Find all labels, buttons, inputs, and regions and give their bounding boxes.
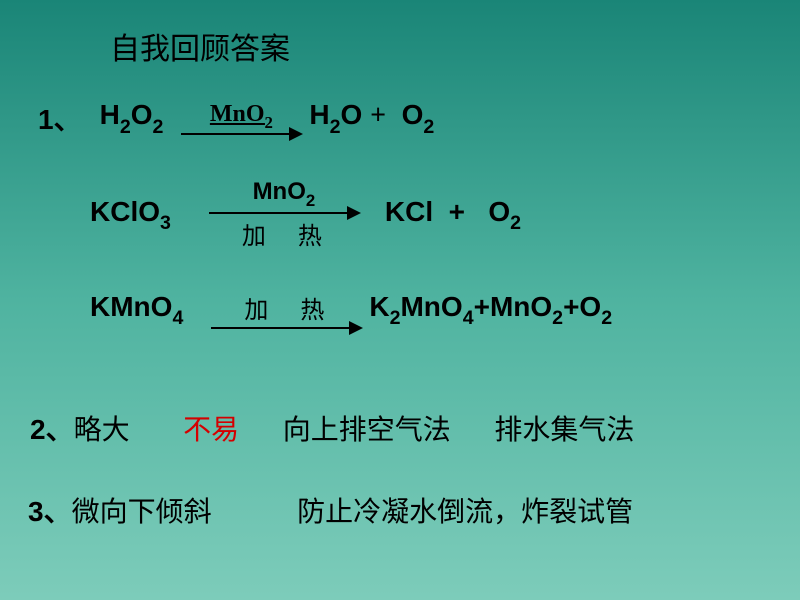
q1-eq3-right: K2MnO4+MnO2+O2 <box>369 291 612 329</box>
q1-eq2-condition: 加 热 <box>242 216 326 251</box>
q1-eq1-right: H2O + O2 <box>309 99 434 137</box>
q2-line: 2、略大 不易 向上排空气法 排水集气法 <box>30 408 634 448</box>
page-title: 自我回顾答案 <box>110 24 290 68</box>
q2-part2: 不易 <box>183 414 239 445</box>
q1-eq2-right: KCl + O2 <box>385 196 521 234</box>
q1-eq3-arrow: 加 热 <box>211 290 361 329</box>
q1-eq2-arrow: MnO2 加 热 <box>209 178 359 251</box>
q2-num: 2、 <box>30 414 74 445</box>
q1-eq1-catalyst: MnO2 <box>210 101 273 132</box>
q1-num: 1、 <box>38 98 82 138</box>
q1-eq2-catalyst: MnO2 <box>253 178 316 210</box>
q1-eq1: 1、 H2O2 MnO2 H2O + O2 <box>38 98 434 138</box>
q1-eq2: KClO3 MnO2 加 热 KCl + O2 <box>90 178 521 251</box>
q2-part1: 略大 <box>74 414 130 445</box>
q1-eq3: KMnO4 加 热 K2MnO4+MnO2+O2 <box>90 290 612 329</box>
q1-eq1-left: H2O2 <box>100 99 164 137</box>
q1-eq3-condition: 加 热 <box>244 290 328 325</box>
q2-part4: 排水集气法 <box>494 414 634 445</box>
q2-part3: 向上排空气法 <box>283 414 451 445</box>
q3-line: 3、微向下倾斜 防止冷凝水倒流，炸裂试管 <box>28 490 633 530</box>
q3-part1: 微向下倾斜 <box>72 496 212 527</box>
q1-eq3-left: KMnO4 <box>90 291 183 329</box>
q3-num: 3、 <box>28 496 72 527</box>
q3-part2: 防止冷凝水倒流，炸裂试管 <box>297 496 633 527</box>
q1-eq2-left: KClO3 <box>90 196 171 234</box>
q1-eq1-arrow: MnO2 <box>181 101 301 136</box>
